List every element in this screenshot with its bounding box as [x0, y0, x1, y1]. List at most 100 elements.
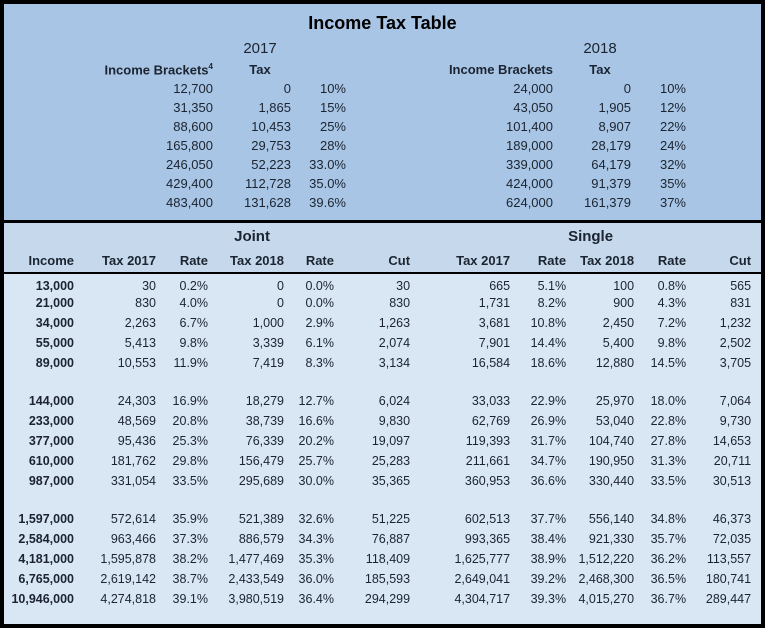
data-cell: 190,950 — [588, 454, 635, 468]
data-cell: 10,553 — [117, 356, 156, 370]
data-cell: 6.1% — [305, 336, 335, 350]
data-cell: 14.5% — [650, 356, 687, 370]
col-header-joint-tax-2018: Tax 2018 — [218, 249, 294, 274]
bracket-cell: 246,050 — [166, 157, 213, 172]
income-cell: 144,000 — [28, 394, 74, 408]
data-cell: 9.8% — [657, 336, 687, 350]
data-cell: 1,512,220 — [578, 552, 635, 566]
data-cell: 900 — [613, 296, 635, 310]
data-cell: 8.3% — [305, 356, 335, 370]
income-cell: 21,000 — [35, 296, 74, 310]
data-cell: 14,653 — [712, 434, 752, 448]
comparison-table: Joint Single Income Tax 2017 Rate Tax 20… — [4, 223, 761, 609]
data-cell: 30.0% — [298, 474, 334, 488]
page-title: Income Tax Table — [308, 13, 457, 33]
bracket-cell: 131,628 — [244, 195, 291, 210]
col-header-income-brackets: Income Brackets — [448, 62, 553, 77]
data-cell: 3,681 — [478, 316, 511, 330]
data-cell: 35.7% — [650, 532, 687, 546]
data-cell: 5.1% — [537, 278, 567, 293]
data-cell: 0.0% — [305, 296, 335, 310]
data-cell: 51,225 — [371, 512, 411, 526]
col-header-joint-rate-2018: Rate — [294, 249, 344, 274]
data-cell: 38.9% — [530, 552, 567, 566]
data-cell: 72,035 — [712, 532, 752, 546]
data-cell: 53,040 — [595, 414, 635, 428]
bracket-cell: 1,865 — [258, 100, 291, 115]
table-row: 13,000 30 0.2% 0 0.0% 30 665 5.1% 100 0.8% 565 — [4, 273, 761, 293]
data-cell: 22.9% — [530, 394, 567, 408]
col-header-joint-rate-2017: Rate — [166, 249, 218, 274]
data-cell: 31.7% — [530, 434, 567, 448]
year-row: 2018 — [429, 36, 694, 60]
bracket-row: 165,800 29,753 28% — [89, 136, 354, 155]
data-cell: 104,740 — [588, 434, 635, 448]
data-cell: 19,097 — [371, 434, 411, 448]
data-cell: 35.9% — [172, 512, 208, 526]
table-row: 987,000 331,054 33.5% 295,689 30.0% 35,365 360… — [4, 471, 761, 491]
data-cell: 14.4% — [530, 336, 567, 350]
data-cell: 1,625,777 — [454, 552, 511, 566]
brackets-row: 2017 Income Brackets4 Tax 12,700 0 10% 31,3… — [4, 36, 761, 212]
income-cell: 610,000 — [28, 454, 74, 468]
data-cell: 2,502 — [719, 336, 752, 350]
bracket-cell: 429,400 — [166, 176, 213, 191]
data-cell: 7.2% — [657, 316, 687, 330]
data-cell: 8.2% — [537, 296, 567, 310]
table-row: 4,181,000 1,595,878 38.2% 1,477,469 35.3% 118… — [4, 549, 761, 569]
data-cell: 7,901 — [478, 336, 511, 350]
data-cell: 5,413 — [124, 336, 156, 350]
data-cell: 27.8% — [650, 434, 687, 448]
data-cell: 211,661 — [465, 454, 511, 468]
bracket-cell: 624,000 — [506, 195, 553, 210]
data-cell: 921,330 — [588, 532, 635, 546]
data-cell: 1,595,878 — [100, 552, 156, 566]
data-cell: 34.3% — [298, 532, 334, 546]
data-cell: 565 — [730, 278, 752, 293]
bracket-row: 88,600 10,453 25% — [89, 117, 354, 136]
year-row: 2017 — [89, 36, 354, 60]
bracket-cell: 101,400 — [506, 119, 553, 134]
bracket-cell: 165,800 — [166, 138, 213, 153]
data-cell: 25.3% — [172, 434, 208, 448]
data-cell: 2,619,142 — [100, 572, 156, 586]
single-header: Single — [420, 223, 761, 249]
col-header-income-brackets: Income Brackets4 — [89, 60, 221, 79]
bracket-row: 101,400 8,907 22% — [429, 117, 694, 136]
data-cell: 12.7% — [298, 394, 334, 408]
table-row: 144,000 24,303 16.9% 18,279 12.7% 6,024 33,033… — [4, 391, 761, 411]
brackets-header-row: Income Brackets Tax — [429, 60, 694, 79]
data-cell: 556,140 — [588, 512, 635, 526]
bracket-row: 189,000 28,179 24% — [429, 136, 694, 155]
brackets-header-row: Income Brackets4 Tax — [89, 60, 354, 79]
data-cell: 181,762 — [110, 454, 156, 468]
spacer-cell — [429, 36, 561, 60]
data-cell: 4,015,270 — [578, 592, 635, 606]
data-cell: 4,274,818 — [100, 592, 156, 606]
data-cell: 38.4% — [530, 532, 567, 546]
data-cell: 36.2% — [650, 552, 687, 566]
bracket-cell: 28,179 — [591, 138, 631, 153]
data-cell: 33.5% — [650, 474, 687, 488]
data-cell: 2,263 — [124, 316, 156, 330]
bracket-row: 429,400 112,728 35.0% — [89, 174, 354, 193]
data-cell: 46,373 — [712, 512, 752, 526]
col-header-single-tax-2018: Tax 2018 — [576, 249, 645, 274]
data-cell: 3,339 — [252, 336, 284, 350]
data-cell: 24,303 — [117, 394, 156, 408]
col-header-single-cut: Cut — [696, 249, 761, 274]
data-cell: 0.2% — [179, 278, 209, 293]
bracket-cell: 1,905 — [598, 100, 631, 115]
bracket-row: 31,350 1,865 15% — [89, 98, 354, 117]
year-label-2018: 2018 — [583, 39, 617, 57]
data-cell: 20.2% — [298, 434, 334, 448]
data-cell: 38.2% — [172, 552, 208, 566]
data-cell: 886,579 — [238, 532, 284, 546]
income-cell: 6,765,000 — [18, 572, 74, 586]
data-cell: 29.8% — [172, 454, 208, 468]
col-header-joint-tax-2017: Tax 2017 — [84, 249, 166, 274]
data-cell: 4.3% — [657, 296, 687, 310]
data-cell: 35.3% — [298, 552, 334, 566]
data-cell: 38.7% — [172, 572, 208, 586]
data-cell: 330,440 — [588, 474, 635, 488]
